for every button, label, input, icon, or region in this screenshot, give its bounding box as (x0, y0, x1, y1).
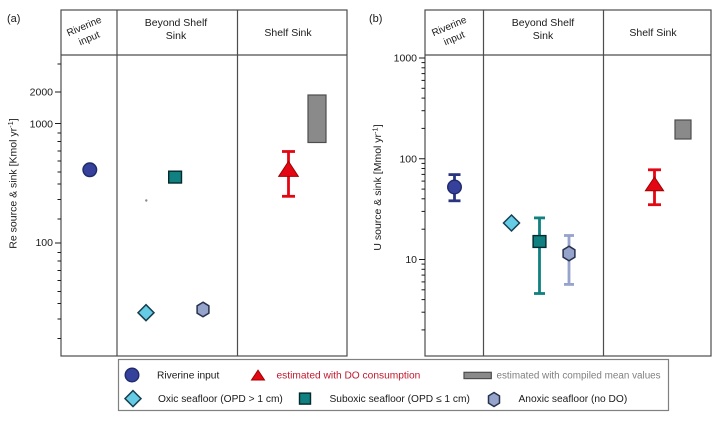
svg-text:Sink: Sink (533, 30, 554, 42)
svg-text:Shelf Sink: Shelf Sink (264, 27, 312, 39)
svg-text:Oxic seafloor (OPD > 1 cm): Oxic seafloor (OPD > 1 cm) (158, 394, 283, 405)
svg-text:estimated with compiled mean v: estimated with compiled mean values (497, 371, 661, 382)
svg-text:Re source & sink [Kmol yr-1]: Re source & sink [Kmol yr-1] (6, 118, 20, 248)
svg-text:1000: 1000 (30, 119, 54, 131)
svg-text:Beyond Shelf: Beyond Shelf (512, 17, 575, 29)
svg-text:U source & sink [Mmol yr-1]: U source & sink [Mmol yr-1] (371, 124, 385, 250)
svg-text:Shelf Sink: Shelf Sink (629, 27, 677, 39)
svg-text:(b): (b) (369, 13, 382, 25)
svg-text:Riverine input: Riverine input (157, 371, 219, 382)
svg-text:estimated with DO consumption: estimated with DO consumption (277, 371, 421, 382)
svg-text:1000: 1000 (394, 53, 418, 65)
svg-text:100: 100 (399, 154, 417, 166)
svg-text:100: 100 (35, 237, 53, 249)
svg-text:Beyond Shelf: Beyond Shelf (145, 17, 208, 29)
svg-text:Suboxic seafloor (OPD ≤ 1 cm): Suboxic seafloor (OPD ≤ 1 cm) (330, 394, 470, 405)
svg-text:(a): (a) (7, 13, 20, 25)
svg-text:2000: 2000 (30, 87, 54, 99)
svg-text:10: 10 (405, 254, 417, 266)
svg-text:Sink: Sink (166, 30, 187, 42)
svg-text:Anoxic seafloor (no DO): Anoxic seafloor (no DO) (519, 394, 628, 405)
